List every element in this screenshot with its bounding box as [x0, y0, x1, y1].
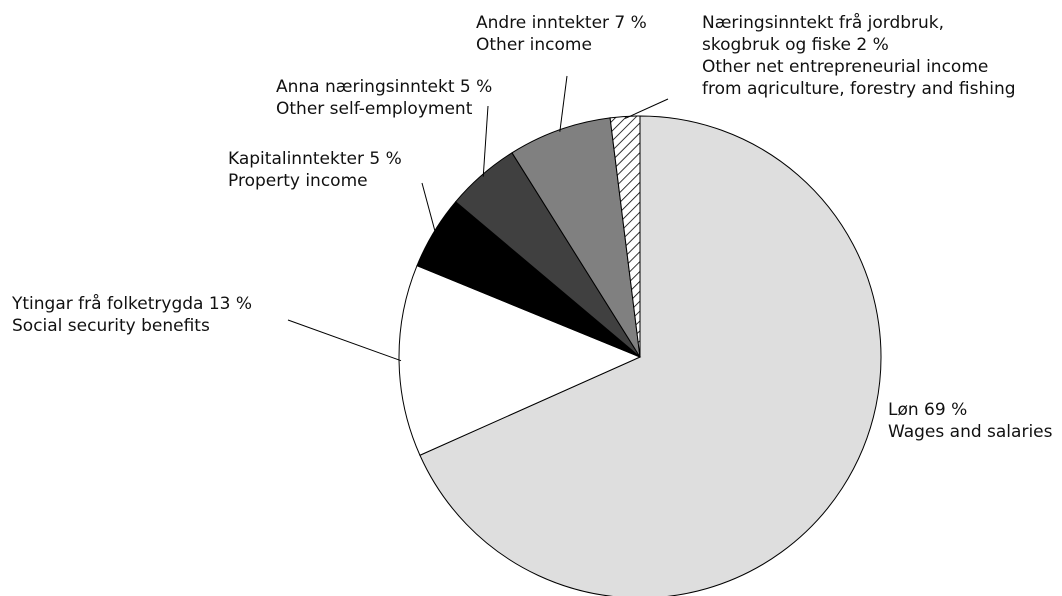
slice-label-2: Kapitalinntekter 5 % Property income: [228, 149, 402, 191]
slice-label-1-line-1: Social security benefits: [12, 316, 210, 336]
pie-slice-5: [609, 115, 641, 358]
slice-label-5-line-0: Næringsinntekt frå jordbruk,: [702, 12, 944, 33]
pie-slice-0: [419, 115, 882, 596]
slice-label-5-line-1: skogbruk og fiske 2 %: [702, 35, 889, 55]
slice-label-3-line-1: Other self-employment: [276, 99, 473, 119]
leader-line-5: [624, 98, 669, 119]
slice-label-5: Næringsinntekt frå jordbruk, skogbruk og …: [702, 12, 1016, 99]
pie-slice-4: [511, 117, 641, 358]
leader-line-1: [287, 319, 402, 362]
slice-label-3-line-0: Anna næringsinntekt 5 %: [276, 77, 492, 97]
slice-label-0: Løn 69 % Wages and salaries: [888, 400, 1053, 442]
slice-label-2-line-0: Kapitalinntekter 5 %: [228, 149, 402, 169]
leader-line-3: [482, 105, 489, 177]
leader-lines: [287, 75, 669, 362]
slice-label-4-line-1: Other income: [476, 35, 592, 55]
leader-line-2: [421, 182, 437, 234]
slice-label-4: Andre inntekter 7 % Other income: [476, 13, 647, 55]
slice-label-3: Anna næringsinntekt 5 % Other self-employ…: [276, 77, 492, 119]
pie-slices: [398, 115, 882, 596]
slice-label-5-line-3: from aqriculture, forestry and fishing: [702, 79, 1016, 99]
slice-label-1-line-0: Ytingar frå folketrygda 13 %: [11, 293, 252, 314]
slice-label-0-line-1: Wages and salaries: [888, 422, 1053, 442]
leader-line-4: [559, 75, 568, 132]
slice-label-2-line-1: Property income: [228, 171, 368, 191]
pie-slice-1: [398, 264, 642, 456]
slice-label-0-line-0: Løn 69 %: [888, 400, 967, 420]
slice-label-1: Ytingar frå folketrygda 13 % Social secur…: [11, 293, 252, 336]
slice-label-5-line-2: Other net entrepreneurial income: [702, 57, 988, 77]
slice-labels: Løn 69 % Wages and salaries Ytingar frå fo…: [11, 12, 1053, 442]
slice-label-4-line-0: Andre inntekter 7 %: [476, 13, 647, 33]
